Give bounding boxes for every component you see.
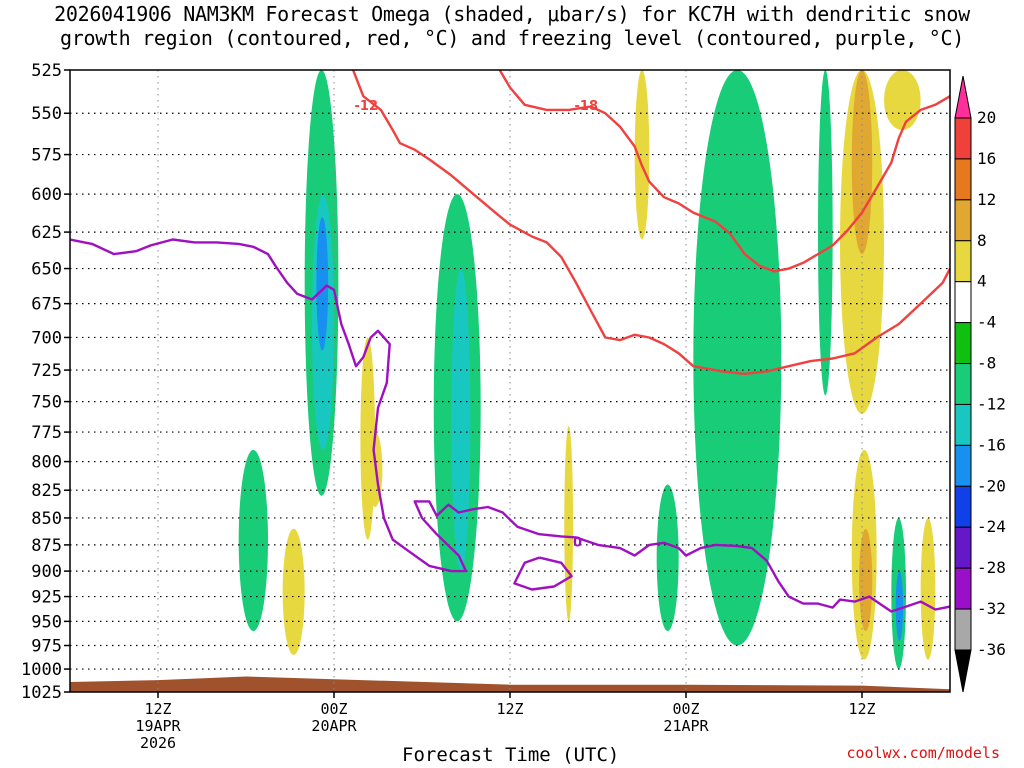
y-tick-label-825: 825 xyxy=(31,481,62,501)
credit-text: coolwx.com/models xyxy=(846,744,1000,762)
colorbar-box-1 xyxy=(954,158,972,201)
omega-region-2 xyxy=(693,70,782,646)
x-tick-label-48-1: 21APR xyxy=(663,717,709,735)
colorbar-label-1: 16 xyxy=(977,149,996,168)
colorbar-label-11: -28 xyxy=(977,558,1006,577)
omega-region-6 xyxy=(238,449,268,632)
colorbar-top-arrow xyxy=(954,75,972,119)
colorbar-label-12: -32 xyxy=(977,599,1006,618)
contour--18 xyxy=(498,70,950,273)
colorbar-box-5 xyxy=(954,322,972,365)
colorbar-label-8: -16 xyxy=(977,435,1006,454)
omega-region-12 xyxy=(851,70,873,255)
x-tick-label-60-0: 12Z xyxy=(848,700,875,718)
contour-label--12: -12 xyxy=(355,99,379,114)
contour--12 xyxy=(351,70,950,376)
colorbar-label-13: -36 xyxy=(977,640,1006,659)
contour-label-0: 0 xyxy=(573,536,582,551)
contour-0-closed xyxy=(513,556,573,591)
colorbar-label-7: -12 xyxy=(977,394,1006,413)
y-tick-label-650: 650 xyxy=(31,260,62,280)
colorbar-bottom-arrow xyxy=(954,649,972,693)
omega-region-15 xyxy=(859,528,873,632)
colorbar-box-0 xyxy=(954,117,972,160)
y-tick-label-900: 900 xyxy=(31,562,62,582)
x-tick-label-12-1: 19APR xyxy=(135,717,181,735)
colorbar-box-12 xyxy=(954,608,972,651)
y-tick-label-925: 925 xyxy=(31,588,62,608)
omega-region-8 xyxy=(818,70,833,396)
chart-title: 2026041906 NAM3KM Forecast Omega (shaded… xyxy=(0,2,1024,50)
chart-title-line-2: growth region (contoured, red, °C) and f… xyxy=(59,26,965,50)
y-tick-label-600: 600 xyxy=(31,185,62,205)
y-tick-label-1025: 1025 xyxy=(21,683,62,703)
y-tick-label-875: 875 xyxy=(31,536,62,556)
y-tick-label-1000: 1000 xyxy=(21,660,62,680)
colorbar-label-5: -4 xyxy=(977,313,996,332)
colorbar-label-9: -20 xyxy=(977,476,1006,495)
x-tick-label-12-2: 2026 xyxy=(140,734,176,752)
y-tick-label-850: 850 xyxy=(31,509,62,529)
colorbar-box-3 xyxy=(954,240,972,283)
colorbar: 20 16 12 8 4 -4 -8 -12 -16 -20 -24 -28 -32 -36 xyxy=(954,75,1006,693)
y-tick-label-725: 725 xyxy=(31,361,62,381)
colorbar-box-8 xyxy=(954,444,972,487)
omega-region-18 xyxy=(282,528,305,655)
contour-label--18: -18 xyxy=(575,99,599,114)
x-tick-label-24-1: 20APR xyxy=(311,717,357,735)
contour-0 xyxy=(70,238,950,613)
omega-region-5 xyxy=(316,217,329,351)
omega-region-1 xyxy=(451,268,471,572)
x-tick-label-24-0: 00Z xyxy=(320,700,347,718)
omega-region-7 xyxy=(656,484,679,632)
colorbar-box-11 xyxy=(954,567,972,610)
colorbar-label-3: 8 xyxy=(977,231,987,250)
colorbar-label-10: -24 xyxy=(977,517,1006,536)
y-tick-label-675: 675 xyxy=(31,295,62,315)
x-tick-label-48-0: 00Z xyxy=(672,700,699,718)
omega-region-21 xyxy=(920,517,936,660)
y-tick-label-750: 750 xyxy=(31,393,62,413)
chart-title-line-1: 2026041906 NAM3KM Forecast Omega (shaded… xyxy=(54,2,970,26)
y-tick-label-775: 775 xyxy=(31,423,62,443)
y-tick-label-975: 975 xyxy=(31,637,62,657)
terrain-fill xyxy=(70,676,950,692)
colorbar-box-9 xyxy=(954,485,972,528)
colorbar-box-4 xyxy=(954,281,972,324)
x-axis-title: Forecast Time (UTC) xyxy=(402,744,620,766)
colorbar-box-7 xyxy=(954,403,972,446)
x-tick-label-36-0: 12Z xyxy=(496,700,523,718)
y-tick-label-700: 700 xyxy=(31,328,62,348)
y-tick-label-950: 950 xyxy=(31,612,62,632)
colorbar-box-6 xyxy=(954,363,972,405)
colorbar-label-4: 4 xyxy=(977,272,987,291)
colorbar-box-10 xyxy=(954,526,972,569)
y-tick-label-525: 525 xyxy=(31,61,62,81)
y-tick-label-550: 550 xyxy=(31,104,62,124)
y-tick-label-625: 625 xyxy=(31,223,62,243)
y-tick-label-575: 575 xyxy=(31,146,62,166)
omega-region-19 xyxy=(564,426,574,622)
plot-area: -12 -18 0 xyxy=(70,70,950,692)
colorbar-label-6: -8 xyxy=(977,354,996,373)
omega-region-20 xyxy=(634,70,650,240)
omega-region-10 xyxy=(895,571,904,641)
colorbar-label-0: 20 xyxy=(977,108,996,127)
colorbar-box-2 xyxy=(954,199,972,242)
x-tick-label-12-0: 12Z xyxy=(144,700,171,718)
colorbar-label-2: 12 xyxy=(977,190,996,209)
omega-region-13 xyxy=(884,70,921,130)
y-tick-label-800: 800 xyxy=(31,453,62,473)
